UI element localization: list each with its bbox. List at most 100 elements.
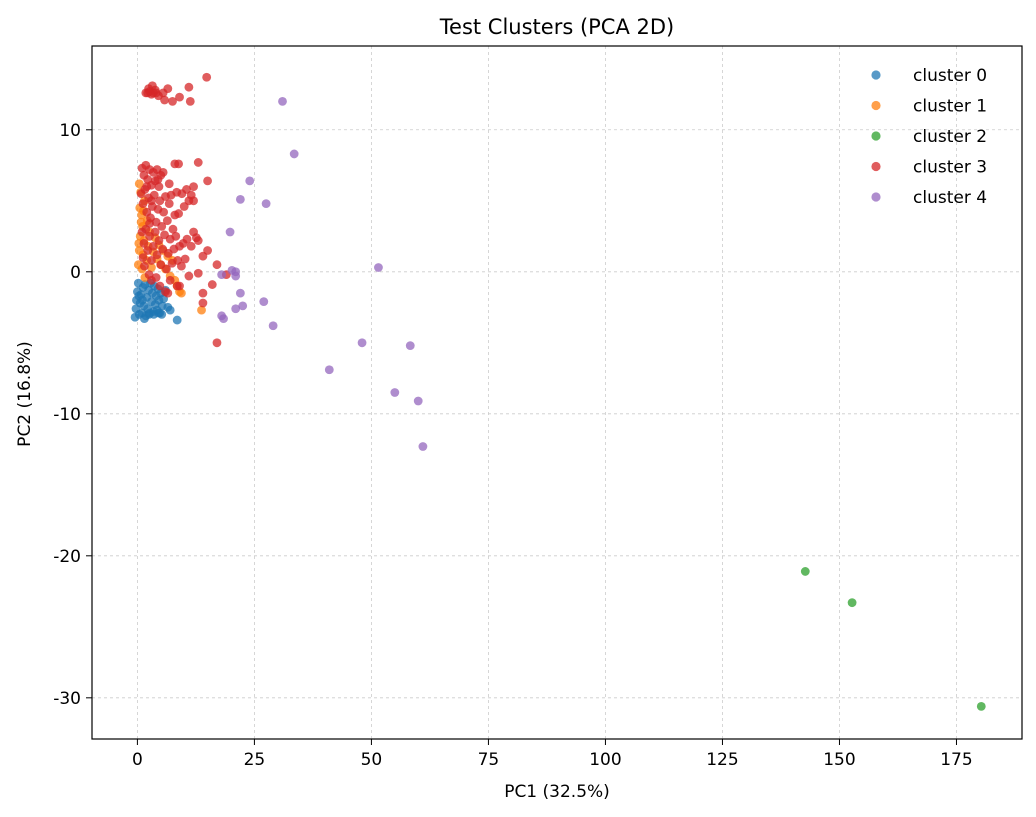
data-point-cluster-3 (186, 241, 196, 251)
data-point-cluster-3 (157, 221, 167, 231)
data-point-cluster-3 (171, 231, 181, 241)
legend-item: cluster 4 (871, 188, 987, 208)
data-point-cluster-3 (212, 260, 222, 270)
plot-frame (91, 45, 1023, 740)
y-axis-label: PC2 (16.8%) (15, 341, 35, 447)
x-tick-label: 175 (940, 750, 972, 770)
data-point-cluster-0 (157, 309, 167, 319)
data-point-cluster-3 (150, 227, 160, 237)
data-point-cluster-4 (219, 314, 228, 324)
data-point-cluster-3 (168, 96, 177, 106)
data-point-cluster-3 (202, 72, 212, 82)
data-point-cluster-4 (289, 149, 299, 159)
data-point-cluster-4 (238, 301, 248, 311)
data-point-cluster-3 (160, 95, 169, 105)
data-point-cluster-3 (147, 275, 156, 285)
data-point-cluster-3 (158, 167, 168, 177)
legend-item: cluster 1 (871, 97, 987, 117)
data-point-cluster-4 (259, 297, 269, 307)
data-point-cluster-3 (154, 236, 164, 245)
y-tick-label: -10 (53, 405, 81, 425)
data-point-cluster-4 (235, 288, 245, 298)
data-point-cluster-4 (231, 304, 241, 314)
legend-marker (871, 161, 881, 172)
data-point-cluster-4 (418, 442, 428, 451)
legend-label: cluster 0 (913, 66, 987, 86)
data-point-cluster-4 (278, 96, 287, 106)
data-point-cluster-3 (172, 281, 182, 291)
x-tick-label: 100 (589, 750, 621, 770)
data-point-cluster-3 (162, 216, 172, 226)
data-point-cluster-1 (176, 288, 186, 298)
data-point-cluster-4 (374, 263, 383, 272)
data-point-cluster-4 (245, 176, 255, 186)
data-point-cluster-3 (165, 275, 175, 285)
data-point-cluster-3 (207, 280, 217, 289)
data-point-cluster-3 (162, 264, 171, 274)
y-tick-label: -30 (53, 689, 81, 709)
data-point-cluster-3 (193, 268, 203, 278)
x-tick-label: 150 (823, 750, 855, 770)
data-point-cluster-4 (390, 388, 400, 397)
data-point-cluster-3 (180, 254, 190, 264)
data-point-cluster-0 (165, 305, 175, 315)
legend-marker (871, 100, 881, 111)
data-point-cluster-4 (268, 321, 278, 331)
x-tick-label: 75 (478, 750, 500, 770)
data-point-cluster-4 (357, 338, 367, 348)
data-point-cluster-3 (182, 234, 192, 244)
data-point-cluster-4 (413, 396, 423, 406)
legend: cluster 0 cluster 1 cluster 2 cluster 3 clus… (871, 66, 987, 208)
data-point-cluster-3 (147, 81, 157, 91)
data-point-cluster-3 (155, 281, 165, 291)
series-cluster-2 (800, 567, 986, 711)
data-point-cluster-4 (235, 194, 245, 204)
data-point-cluster-3 (184, 82, 194, 92)
data-point-cluster-3 (164, 199, 174, 209)
y-tick-label: 0 (70, 263, 81, 283)
data-point-cluster-3 (193, 158, 203, 167)
data-point-cluster-3 (163, 84, 173, 94)
data-point-cluster-0 (172, 315, 182, 325)
y-tick-label: -20 (53, 547, 81, 567)
data-point-cluster-4 (217, 270, 227, 280)
data-point-cluster-3 (139, 238, 149, 248)
data-point-cluster-3 (147, 256, 156, 265)
legend-item: cluster 0 (871, 66, 987, 86)
data-point-cluster-3 (193, 236, 203, 245)
legend-item: cluster 2 (871, 127, 987, 147)
legend-item: cluster 3 (871, 158, 987, 178)
data-point-cluster-2 (847, 598, 857, 608)
data-point-cluster-2 (976, 701, 986, 711)
data-point-cluster-4 (225, 227, 235, 237)
data-point-cluster-2 (800, 567, 810, 576)
data-point-cluster-3 (138, 253, 148, 262)
data-point-cluster-3 (189, 196, 198, 206)
y-tick-label: 10 (59, 121, 81, 141)
legend-label: cluster 1 (913, 97, 987, 117)
x-axis-ticks: 0 25 50 75 100 125 150 175 (132, 739, 973, 770)
data-point-cluster-3 (174, 209, 183, 218)
data-point-cluster-3 (147, 196, 156, 206)
legend-marker (871, 131, 881, 141)
data-points (130, 72, 986, 711)
data-point-cluster-1 (197, 305, 206, 315)
data-point-cluster-4 (324, 365, 334, 375)
series-cluster-3 (136, 72, 231, 348)
data-point-cluster-4 (405, 341, 415, 351)
x-tick-label: 125 (706, 750, 738, 770)
y-axis-ticks: 10 0 -10 -20 -30 (53, 121, 92, 709)
data-point-cluster-3 (212, 338, 222, 348)
x-tick-label: 25 (244, 750, 266, 770)
legend-marker (871, 70, 881, 80)
data-point-cluster-3 (154, 182, 164, 191)
data-point-cluster-1 (134, 179, 144, 189)
data-point-cluster-3 (184, 271, 194, 281)
chart-title: Test Clusters (PCA 2D) (439, 15, 674, 39)
x-tick-label: 50 (361, 750, 383, 770)
data-point-cluster-4 (231, 267, 241, 277)
x-tick-label: 0 (132, 750, 143, 770)
data-point-cluster-1 (147, 263, 156, 272)
data-point-cluster-3 (153, 175, 163, 184)
